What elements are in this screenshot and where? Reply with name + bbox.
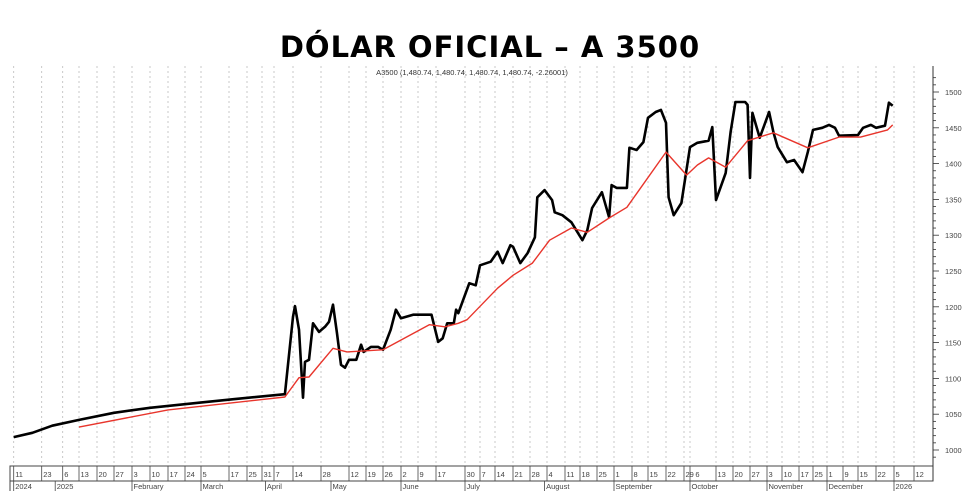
x-period-label: September xyxy=(616,482,653,491)
x-tick-label: 31 xyxy=(264,470,272,479)
x-tick-label: 9 xyxy=(845,470,849,479)
x-tick-label: 30 xyxy=(467,470,475,479)
x-tick-label: 19 xyxy=(368,470,376,479)
x-tick-label: 11 xyxy=(15,470,23,479)
x-tick-label: 11 xyxy=(567,470,575,479)
x-period-label: March xyxy=(203,482,224,491)
x-tick-label: 12 xyxy=(916,470,924,479)
y-tick-label: 1000 xyxy=(945,446,962,455)
x-tick-label: 10 xyxy=(784,470,792,479)
y-tick-label: 1350 xyxy=(945,195,962,204)
x-tick-label: 12 xyxy=(351,470,359,479)
x-period-label: April xyxy=(267,482,282,491)
x-tick-label: 22 xyxy=(668,470,676,479)
x-tick-label: 28 xyxy=(323,470,331,479)
x-tick-label: 8 xyxy=(634,470,638,479)
x-period-label: October xyxy=(692,482,719,491)
x-period-label: November xyxy=(769,482,804,491)
moving-average-line xyxy=(78,124,894,428)
x-tick-label: 20 xyxy=(735,470,743,479)
x-period-label: August xyxy=(546,482,570,491)
x-period-label: July xyxy=(467,482,481,491)
x-tick-label: 25 xyxy=(249,470,257,479)
x-tick-label: 17 xyxy=(801,470,809,479)
y-tick-label: 1250 xyxy=(945,267,962,276)
x-tick-label: 15 xyxy=(860,470,868,479)
x-period-label: 2025 xyxy=(57,482,74,491)
y-tick-label: 1200 xyxy=(945,303,962,312)
x-tick-label: 13 xyxy=(718,470,726,479)
x-tick-label: 25 xyxy=(599,470,607,479)
x-tick-label: 13 xyxy=(81,470,89,479)
x-tick-label: 5 xyxy=(203,470,207,479)
x-period-label: February xyxy=(134,482,164,491)
legend-text: A3500 (1,480.74, 1,480.74, 1,480.74, 1,4… xyxy=(376,68,568,77)
x-tick-label: 18 xyxy=(582,470,590,479)
x-tick-label: 7 xyxy=(482,470,486,479)
x-tick-label: 24 xyxy=(187,470,195,479)
x-tick-label: 5 xyxy=(896,470,900,479)
x-period-label: 2026 xyxy=(896,482,913,491)
x-tick-label: 17 xyxy=(170,470,178,479)
x-tick-label: 22 xyxy=(878,470,886,479)
x-period-label: 2024 xyxy=(15,482,32,491)
x-tick-label: 10 xyxy=(152,470,160,479)
x-tick-label: 6 xyxy=(64,470,68,479)
chart-title: DÓLAR OFICIAL – A 3500 xyxy=(279,30,701,64)
x-tick-label: 1 xyxy=(829,470,833,479)
x-tick-label: 17 xyxy=(231,470,239,479)
y-tick-label: 1050 xyxy=(945,410,962,419)
x-tick-label: 15 xyxy=(650,470,658,479)
x-tick-label: 14 xyxy=(497,470,505,479)
x-tick-label: 21 xyxy=(515,470,523,479)
x-tick-label: 27 xyxy=(752,470,760,479)
x-period-label: May xyxy=(333,482,347,491)
y-tick-label: 1150 xyxy=(945,339,961,348)
x-tick-label: 23 xyxy=(43,470,51,479)
x-tick-label: 17 xyxy=(438,470,446,479)
x-tick-label: 4 xyxy=(549,470,553,479)
x-tick-label: 27 xyxy=(116,470,124,479)
x-period-label: December xyxy=(829,482,864,491)
x-tick-label: 14 xyxy=(295,470,303,479)
x-tick-label: 28 xyxy=(532,470,540,479)
y-tick-label: 1300 xyxy=(945,231,962,240)
price-line xyxy=(13,100,894,439)
x-tick-label: 7 xyxy=(276,470,280,479)
x-tick-label: 20 xyxy=(99,470,107,479)
x-period-label: June xyxy=(403,482,419,491)
x-tick-label: 3 xyxy=(134,470,138,479)
y-tick-label: 1100 xyxy=(945,374,961,383)
y-tick-label: 1450 xyxy=(945,124,962,133)
y-tick-label: 1400 xyxy=(945,160,962,169)
x-tick-label: 9 xyxy=(420,470,424,479)
x-tick-label: 3 xyxy=(769,470,773,479)
x-tick-label: 25 xyxy=(815,470,823,479)
x-tick-label: 26 xyxy=(385,470,393,479)
x-tick-label: 6 xyxy=(695,470,699,479)
y-tick-label: 1500 xyxy=(945,88,962,97)
x-tick-label: 1 xyxy=(616,470,620,479)
x-tick-label: 2 xyxy=(403,470,407,479)
